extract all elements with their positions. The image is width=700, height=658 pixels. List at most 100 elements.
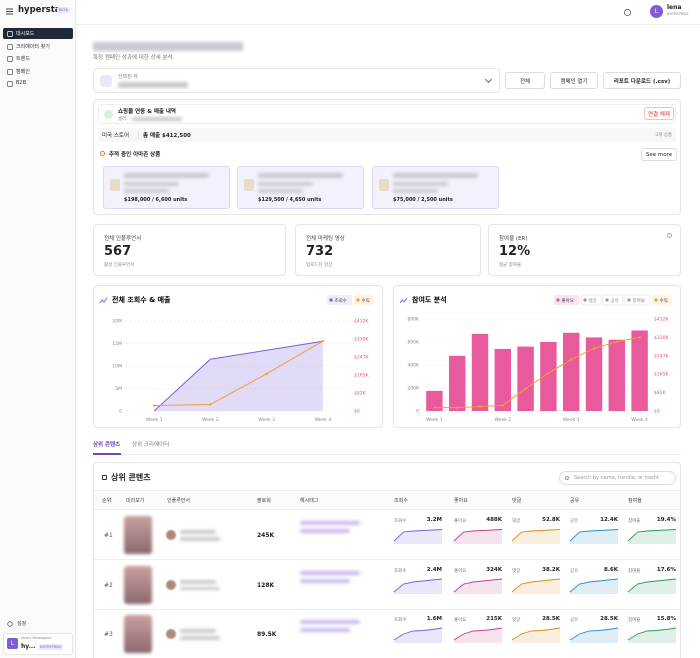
metric-label: 공유 <box>570 568 579 574</box>
settings[interactable]: 설정 <box>17 621 27 627</box>
view-selector[interactable]: 선택된 뷰 <box>93 68 500 93</box>
nav-item[interactable]: 트렌드 <box>3 53 73 64</box>
metric-value: 1.6M <box>426 616 442 622</box>
sparkline-line <box>393 578 443 592</box>
column-header[interactable]: 팔로워 <box>257 498 271 504</box>
nav-item[interactable]: B2B <box>3 78 73 89</box>
avatar[interactable]: L <box>650 5 663 18</box>
nav-icon <box>7 68 13 75</box>
chart-title: 참여도 분석 <box>412 295 447 304</box>
store-total: 총 매출 $412,500 <box>138 131 191 139</box>
store-summary: 미국 스토어 총 매출 $412,500 3개 상품 <box>98 128 676 142</box>
area-line <box>153 340 323 412</box>
metric-value: 488K <box>486 517 502 523</box>
disconnect-button[interactable]: 연결 해제 <box>644 107 674 120</box>
column-header[interactable]: 조회수 <box>394 498 408 504</box>
sparkline <box>569 627 619 643</box>
column-header[interactable]: 좋아요 <box>454 498 468 504</box>
legend-item <box>554 295 579 305</box>
legend-swatch <box>329 298 333 302</box>
influencer-name <box>180 579 216 584</box>
nav-item[interactable]: 대시보드 <box>3 28 73 39</box>
sparkline-area <box>512 628 560 643</box>
hashtags <box>300 529 350 533</box>
sparkline-area <box>512 578 560 594</box>
nav-item[interactable]: 캠페인 <box>3 66 73 77</box>
column-header[interactable]: 댓글 <box>512 498 522 504</box>
column-header[interactable]: 해시태그 <box>300 498 319 504</box>
product-image <box>379 179 389 191</box>
metric-cell: 조회수 1.6M <box>392 614 444 652</box>
nav-icon <box>7 43 13 50</box>
metric-cell: 조회수 3.2M <box>392 515 444 553</box>
product-name <box>258 173 343 178</box>
legend-item <box>624 294 651 306</box>
influencer-name <box>180 629 216 633</box>
metric-label: 참여율 <box>628 618 641 623</box>
title-icon <box>99 297 108 304</box>
y-tick-label: 200K <box>407 386 420 392</box>
stat-card: 전체 마케팅 영상 732 업로드된 영상 <box>295 224 481 276</box>
column-header[interactable]: 공유 <box>570 498 580 504</box>
y2-tick-label: $82K <box>354 391 367 397</box>
menu-icon <box>6 8 13 15</box>
icon-shape <box>7 81 13 87</box>
view-label: 선택된 뷰 <box>118 74 138 80</box>
info-icon <box>667 233 672 238</box>
sparkline-area <box>394 529 442 544</box>
download-button[interactable]: 리포트 다운로드 (.csv) <box>603 72 681 89</box>
sparkline-area <box>628 529 676 544</box>
y2-tick-label: $165K <box>354 372 369 378</box>
metric-label: 댓글 <box>512 618 521 623</box>
tab[interactable]: 상위 크리에이터 <box>132 442 170 448</box>
product-sales: $75,000 / 2,500 units <box>393 197 453 203</box>
bar <box>494 348 512 411</box>
y-tick-label: 800K <box>407 317 420 323</box>
point <box>321 339 325 343</box>
legend-swatch <box>356 298 360 302</box>
legend-item <box>652 295 672 305</box>
sparkline <box>511 578 561 594</box>
point <box>615 340 618 343</box>
nav-item[interactable]: 크리에이터 찾기 <box>3 41 73 52</box>
hashtags <box>300 570 360 575</box>
gear <box>623 8 632 17</box>
hashtags <box>300 521 360 525</box>
filter-button[interactable]: 전체 <box>505 72 545 89</box>
search-box[interactable]: Search by name, handle, or hasht <box>559 471 676 485</box>
line <box>154 340 324 407</box>
product-sales: $129,500 / 4,650 units <box>258 197 322 203</box>
page-title <box>93 42 243 51</box>
metric-label: 조회수 <box>394 568 407 574</box>
product-card[interactable]: $129,500 / 4,650 units <box>237 166 364 209</box>
product-card[interactable]: $75,000 / 2,500 units <box>372 166 499 209</box>
y2-tick-label: $247K <box>654 353 669 359</box>
chart-card: 참여도 분석 수익 참여율 공유 댓글 좋아요 0 200K 400K 600K 800K $0 $82… <box>393 285 681 428</box>
bar <box>426 390 443 411</box>
sparkline-line <box>511 627 561 641</box>
sparkline-area <box>454 578 502 594</box>
see-more[interactable]: See more <box>641 148 677 161</box>
stat-value: 732 <box>306 244 334 259</box>
chart: 전체 조회수 & 매출 수익 조회수 0 5M 10M 15M 20M $0 $82K $165K $… <box>99 295 374 423</box>
metric-cell: 좋아요 324K <box>452 565 504 603</box>
column-header[interactable]: 참여율 <box>628 498 642 504</box>
tab[interactable]: 상위 콘텐츠 <box>93 442 121 448</box>
sparkline-line <box>569 627 619 641</box>
metric-cell: 댓글 28.5K <box>510 614 562 652</box>
sparkline <box>569 529 619 544</box>
product-card[interactable]: $198,000 / 6,600 units <box>103 166 230 209</box>
legend-swatch <box>605 298 609 302</box>
stat-label: 참여율 (ER) <box>499 236 528 242</box>
title-icon <box>399 297 408 304</box>
seller-label: 셀러: <box>118 117 128 122</box>
open-button[interactable]: 캠페인 열기 <box>550 72 598 89</box>
metric-label: 공유 <box>570 618 579 623</box>
y2-tick-label: $412K <box>354 319 369 325</box>
stat-label: 전체 마케팅 영상 <box>306 236 345 242</box>
point <box>478 405 482 408</box>
y2-tick-label: $330K <box>654 335 669 341</box>
x-tick-label: Week 3 <box>563 417 580 423</box>
